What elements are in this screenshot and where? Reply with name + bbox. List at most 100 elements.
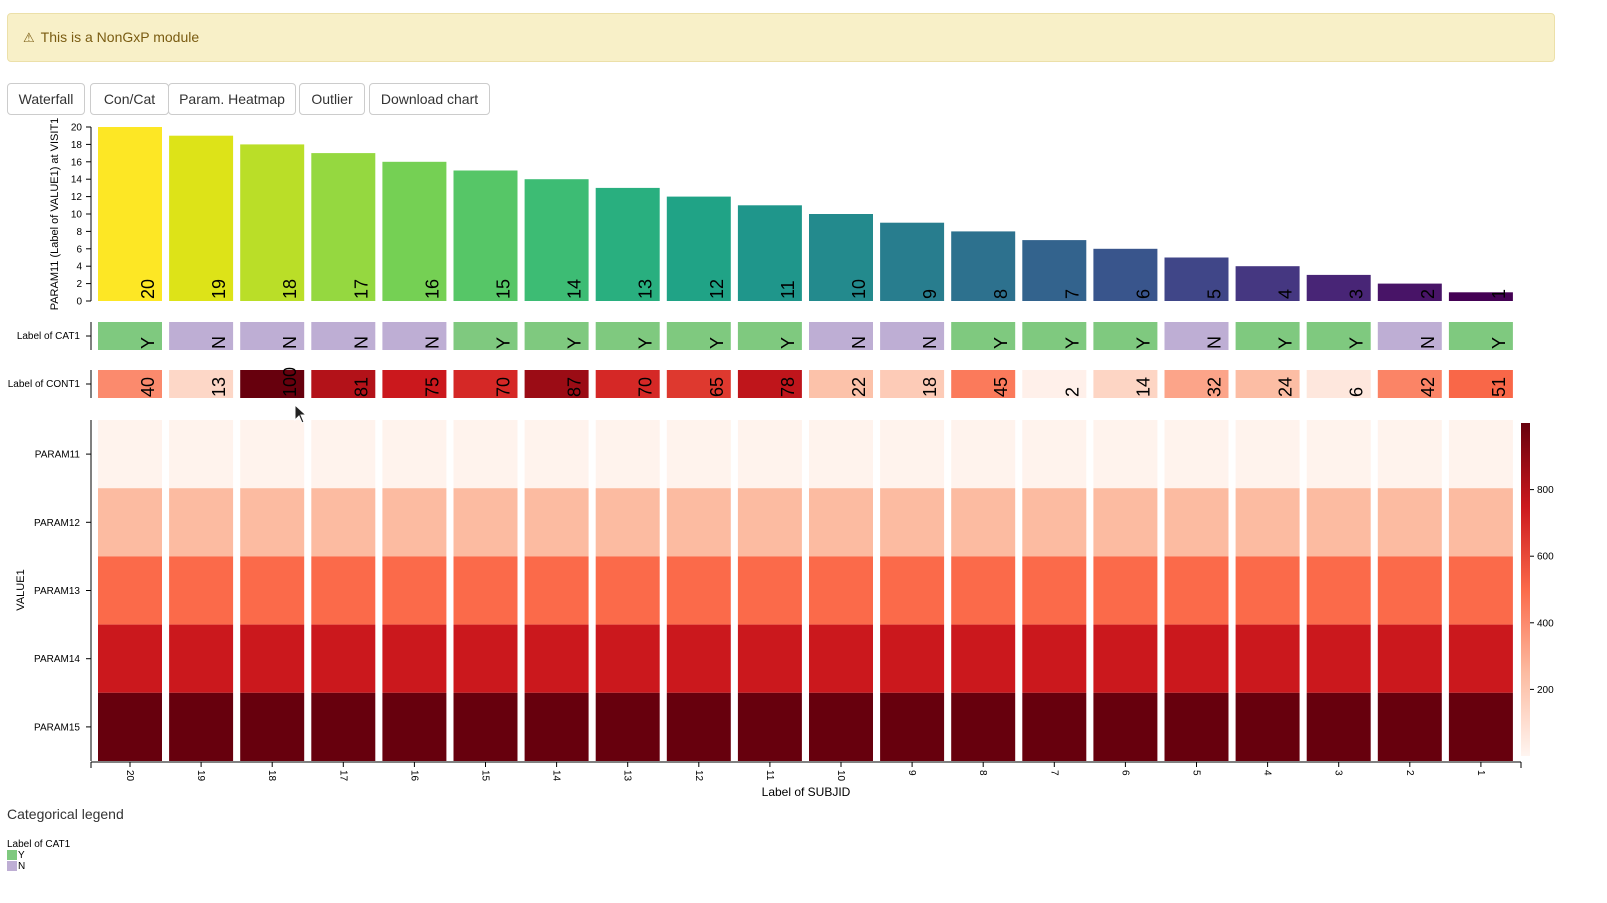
heatmap-row-label: PARAM14 [34, 654, 80, 665]
heatmap-cell [1306, 556, 1371, 625]
legend-item-n: N [7, 861, 25, 872]
heatmap-cell [1022, 692, 1087, 761]
mouse-cursor-icon [294, 404, 308, 424]
waterfall-y-tick-label: 4 [76, 262, 82, 273]
cont-cell [1093, 370, 1158, 398]
cont-cell-label: 6 [1347, 387, 1367, 397]
cat-cell [1164, 322, 1229, 350]
heatmap-cell [1448, 692, 1513, 761]
cat-cell-label: Y [636, 337, 656, 349]
heatmap-cell [453, 692, 518, 761]
cat-cell-label: N [1418, 336, 1438, 349]
heatmap-cell [737, 556, 802, 625]
cat-cell [737, 322, 802, 350]
heatmap-cell [1093, 624, 1158, 693]
heatmap-cell [524, 624, 589, 693]
waterfall-bar [311, 153, 376, 301]
x-axis-tick-label: 20 [124, 770, 135, 782]
heatmap-cell [524, 692, 589, 761]
legend-title: Categorical legend [7, 806, 124, 822]
cont-cell-label: 42 [1418, 377, 1438, 397]
cont-cell [1235, 370, 1300, 398]
cont-cell-label: 22 [849, 377, 869, 397]
heatmap-cell [382, 692, 447, 761]
cat-cell-label: N [422, 336, 442, 349]
waterfall-button[interactable]: Waterfall [7, 83, 85, 115]
x-axis-tick-label: 14 [551, 770, 562, 782]
con-cat-button[interactable]: Con/Cat [90, 83, 169, 115]
param-heatmap-button[interactable]: Param. Heatmap [168, 83, 296, 115]
cont-cell [880, 370, 945, 398]
cont-cell [595, 370, 660, 398]
waterfall-bar-label: 8 [991, 289, 1011, 299]
heatmap-cell [240, 692, 305, 761]
alert-text: This is a NonGxP module [40, 29, 200, 45]
cat-cell [951, 322, 1016, 350]
heatmap-cell [1093, 556, 1158, 625]
heatmap-cell [595, 488, 660, 557]
waterfall-bar-label: 20 [138, 279, 158, 299]
heatmap-cell [880, 624, 945, 693]
heatmap-cell [240, 624, 305, 693]
heatmap-cell [1448, 624, 1513, 693]
cont-cell-label: 65 [707, 377, 727, 397]
cat-cell [311, 322, 376, 350]
x-axis-tick-label: 6 [1119, 770, 1130, 776]
heatmap-cell [1448, 488, 1513, 557]
waterfall-bar [169, 135, 234, 301]
heatmap-cell [524, 488, 589, 557]
outlier-button[interactable]: Outlier [299, 83, 365, 115]
heatmap-cell [880, 420, 945, 489]
heatmap-cell [809, 692, 873, 761]
cont-cell [382, 370, 447, 398]
cat-cell-label: N [1205, 336, 1225, 349]
heatmap-cell [595, 420, 660, 489]
cont-cell-label: 24 [1276, 377, 1296, 397]
heatmap-cell [809, 420, 873, 489]
legend-label-y: Y [18, 850, 25, 861]
heatmap-cell [240, 488, 305, 557]
heatmap-cell [311, 488, 376, 557]
heatmap-panel: VALUE1 PARAM11 PARAM12 PARAM13 PARAM14 PARAM1… [15, 420, 1513, 761]
cont-cell [524, 370, 589, 398]
heatmap-cell [1164, 420, 1229, 489]
waterfall-bar [880, 222, 945, 301]
heatmap-cell [737, 624, 802, 693]
colorbar-tick-label: 800 [1537, 485, 1554, 496]
heatmap-cell [951, 556, 1016, 625]
cat-cell [524, 322, 589, 350]
heatmap-cell [595, 624, 660, 693]
waterfall-y-tick-label: 12 [71, 192, 83, 203]
waterfall-bar-label: 10 [849, 279, 869, 299]
heatmap-cell [240, 556, 305, 625]
cont-cell-label: 70 [636, 377, 656, 397]
download-chart-button[interactable]: Download chart [369, 83, 490, 115]
cat-cell-label: N [351, 336, 371, 349]
heatmap-cell [1448, 420, 1513, 489]
cat-cell [98, 322, 162, 350]
cat-cell-label: Y [707, 337, 727, 349]
heatmap-cell [809, 624, 873, 693]
heatmap-cell [1164, 488, 1229, 557]
waterfall-bar [951, 231, 1016, 301]
x-axis-tick-label: 10 [835, 770, 846, 782]
subject-axis: 20 19 18 17 16 15 14 13 12 11 10 9 8 7 6 5 4 3 2 1 Label of … [90, 761, 1522, 799]
cat-cell-label: Y [1133, 337, 1153, 349]
cont-cell-label: 75 [422, 377, 442, 397]
waterfall-bar [1093, 248, 1158, 301]
legend-swatch-n [7, 861, 17, 871]
heatmap-cell [311, 556, 376, 625]
waterfall-bar [1377, 283, 1442, 301]
cont-cell-label: 2 [1062, 387, 1082, 397]
heatmap-cell [1022, 556, 1087, 625]
waterfall-bar-label: 19 [209, 279, 229, 299]
cat-cell [1093, 322, 1158, 350]
heatmap-cell [1377, 556, 1442, 625]
waterfall-bar-label: 16 [422, 279, 442, 299]
heatmap-cell [951, 420, 1016, 489]
cont-cell [1022, 370, 1087, 398]
heatmap-cell [169, 420, 234, 489]
waterfall-bar-label: 5 [1205, 289, 1225, 299]
nongxp-alert: ⚠ This is a NonGxP module [7, 13, 1555, 62]
waterfall-bar [453, 170, 518, 301]
